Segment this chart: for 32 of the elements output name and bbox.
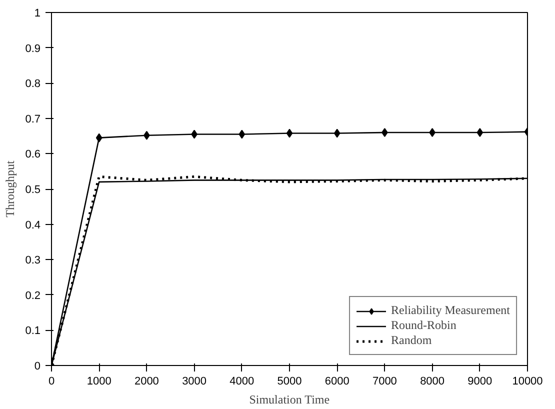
x-tick-label: 9000: [468, 376, 492, 388]
x-axis-title: Simulation Time: [249, 392, 330, 406]
x-tick-label: 1000: [86, 376, 112, 388]
y-tick-label: 0.2: [25, 290, 41, 302]
x-tick-label: 0: [48, 376, 55, 388]
x-tick-label: 6000: [324, 376, 350, 388]
y-tick-label: 0.9: [25, 42, 41, 55]
legend-label: Random: [391, 333, 432, 348]
x-tick-label: 8000: [420, 376, 445, 388]
y-tick-label: 0.3: [25, 254, 41, 267]
x-tick-label: 7000: [372, 376, 397, 388]
y-tick-label: 0.1: [25, 325, 41, 338]
point: [476, 128, 484, 138]
point: [286, 128, 293, 138]
y-tick-label: 0.8: [25, 78, 41, 90]
point: [238, 130, 246, 139]
point: [96, 133, 102, 142]
y-tick-label: 1: [34, 8, 41, 20]
x-tick-label: 10000: [512, 376, 543, 388]
x-tick-label: 5000: [277, 376, 302, 388]
y-tick-label: 0.4: [25, 219, 41, 232]
legend-label: Reliability Measurement: [391, 303, 510, 318]
x-tick-label: 2000: [134, 376, 159, 388]
y-tick-label: 0.5: [25, 184, 41, 196]
y-axis-title: Throughput: [3, 160, 18, 218]
x-tick-label: 3000: [182, 376, 207, 388]
point: [334, 128, 340, 138]
x-tick-label: 4000: [230, 376, 254, 388]
y-tick-label: 0.7: [25, 113, 41, 126]
y-tick-label: 0: [34, 360, 41, 372]
legend-label: Round-Robin: [391, 318, 456, 333]
y-tick-label: 0.6: [25, 148, 41, 161]
